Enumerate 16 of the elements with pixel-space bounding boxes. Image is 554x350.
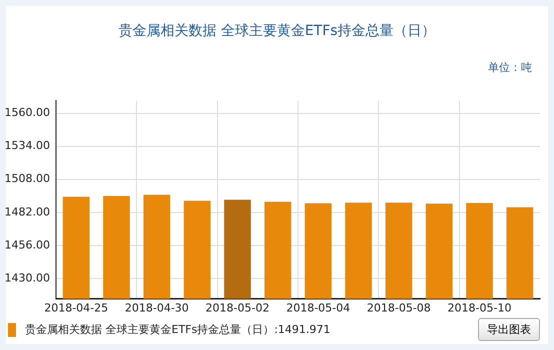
export-button: 导出图表 <box>478 318 540 341</box>
y-tick-label: 1534.00 <box>4 139 50 152</box>
y-tick-label: 1482.00 <box>4 205 50 218</box>
y-tick-label: 1508.00 <box>4 172 50 186</box>
x-tick-label: 2018-04-30 <box>124 301 189 314</box>
chart-title: 贵金属相关数据 全球主要黄金ETFs持金总量（日） <box>117 22 437 40</box>
y-tick-label: 1430.00 <box>4 271 50 284</box>
y-tick-label: 1456.00 <box>4 238 50 252</box>
y-tick-label: 1560.00 <box>4 106 50 120</box>
x-tick-label: 2018-05-04 <box>286 301 350 314</box>
x-tick-label: 2018-04-25 <box>44 301 108 314</box>
x-tick-label: 2018-05-02 <box>206 301 270 314</box>
x-tick-label: 2018-05-08 <box>366 301 431 314</box>
legend-label: 贵金属相关数据 全球主要黄金ETFs持金总量（日）:1491.971 <box>25 322 330 337</box>
y-axis-title: 单位：吨 <box>488 60 532 75</box>
x-tick-label: 2018-05-10 <box>448 301 512 314</box>
